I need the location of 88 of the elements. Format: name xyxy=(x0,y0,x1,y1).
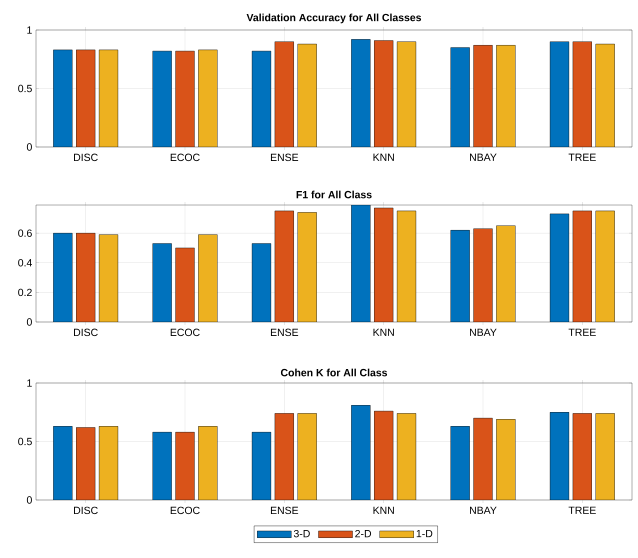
bar xyxy=(152,432,172,500)
bar xyxy=(496,226,516,322)
x-tick-label: DISC xyxy=(74,328,98,336)
bar xyxy=(298,413,317,500)
chart-title: F1 for All Class xyxy=(296,190,372,198)
bar xyxy=(450,47,470,148)
bar xyxy=(596,44,615,148)
bar xyxy=(496,45,516,148)
bar xyxy=(274,42,294,148)
legend-label: 3-D xyxy=(294,530,310,538)
legend-label: 2-D xyxy=(355,530,372,538)
bar xyxy=(450,230,470,322)
bar xyxy=(550,214,570,322)
bar xyxy=(53,426,72,500)
x-tick-label: KNN xyxy=(373,506,394,514)
bar xyxy=(152,243,172,322)
y-tick-label: 0 xyxy=(26,496,32,504)
bar xyxy=(572,210,592,322)
bar xyxy=(53,50,72,148)
bar xyxy=(496,419,516,500)
chart-title: Validation Accuracy for All Classes xyxy=(246,14,422,24)
y-tick-label: 0.5 xyxy=(18,84,32,92)
bar xyxy=(76,427,96,500)
bar xyxy=(98,426,118,500)
y-tick-label: 0 xyxy=(26,318,32,326)
bar xyxy=(550,42,570,148)
y-tick-label: 1 xyxy=(27,379,32,387)
chart-title: Cohen K for All Class xyxy=(280,368,388,376)
x-tick-label: TREE xyxy=(568,506,596,514)
x-tick-label: DISC xyxy=(74,154,98,162)
x-tick-label: KNN xyxy=(373,328,394,336)
y-tick-label: 1 xyxy=(27,26,32,34)
bar xyxy=(374,410,394,500)
bar xyxy=(175,432,195,500)
bar xyxy=(274,210,294,322)
bar xyxy=(252,243,272,322)
bar xyxy=(53,232,72,322)
bar xyxy=(396,42,416,148)
bar xyxy=(473,228,493,322)
bar xyxy=(351,39,370,148)
x-tick-label: ENSE xyxy=(270,328,298,336)
bar xyxy=(76,50,96,148)
x-tick-label: TREE xyxy=(568,328,596,336)
bar xyxy=(198,50,218,148)
x-tick-label: NBAY xyxy=(470,154,497,161)
bar xyxy=(351,205,370,322)
x-tick-label: ECOC xyxy=(170,506,200,514)
bar xyxy=(198,234,218,322)
bar xyxy=(596,210,615,322)
bar xyxy=(351,405,370,500)
x-tick-label: TREE xyxy=(568,154,596,161)
bar xyxy=(572,42,592,148)
bar xyxy=(572,413,592,500)
bar xyxy=(175,50,195,148)
bar xyxy=(396,413,416,500)
bar xyxy=(396,210,416,322)
y-tick-label: 0 xyxy=(26,143,32,151)
y-tick-label: 0.2 xyxy=(18,288,32,296)
legend-label: 1-D xyxy=(416,530,432,538)
x-tick-label: NBAY xyxy=(470,506,497,514)
bar xyxy=(550,412,570,500)
x-tick-label: KNN xyxy=(373,154,394,161)
bar xyxy=(175,248,195,322)
bar xyxy=(252,432,272,500)
bar xyxy=(298,212,317,322)
bar xyxy=(374,40,394,148)
bar xyxy=(374,208,394,322)
x-tick-label: ECOC xyxy=(170,328,200,336)
x-tick-label: DISC xyxy=(74,506,98,514)
bar xyxy=(98,234,118,322)
bar xyxy=(450,426,470,500)
bar xyxy=(76,232,96,322)
bar xyxy=(252,50,272,148)
x-tick-label: ENSE xyxy=(270,506,298,514)
bar xyxy=(473,45,493,148)
x-tick-label: ENSE xyxy=(270,154,298,162)
bar xyxy=(596,413,615,500)
bar xyxy=(274,413,294,500)
bar xyxy=(98,50,118,148)
bar xyxy=(473,418,493,500)
y-tick-label: 0.6 xyxy=(18,229,32,237)
y-tick-label: 0.5 xyxy=(18,438,32,446)
y-tick-label: 0.4 xyxy=(18,259,32,266)
x-tick-label: NBAY xyxy=(470,328,497,336)
x-tick-label: ECOC xyxy=(170,154,200,162)
bar xyxy=(198,426,218,500)
bar xyxy=(298,44,317,148)
bar xyxy=(152,50,172,148)
